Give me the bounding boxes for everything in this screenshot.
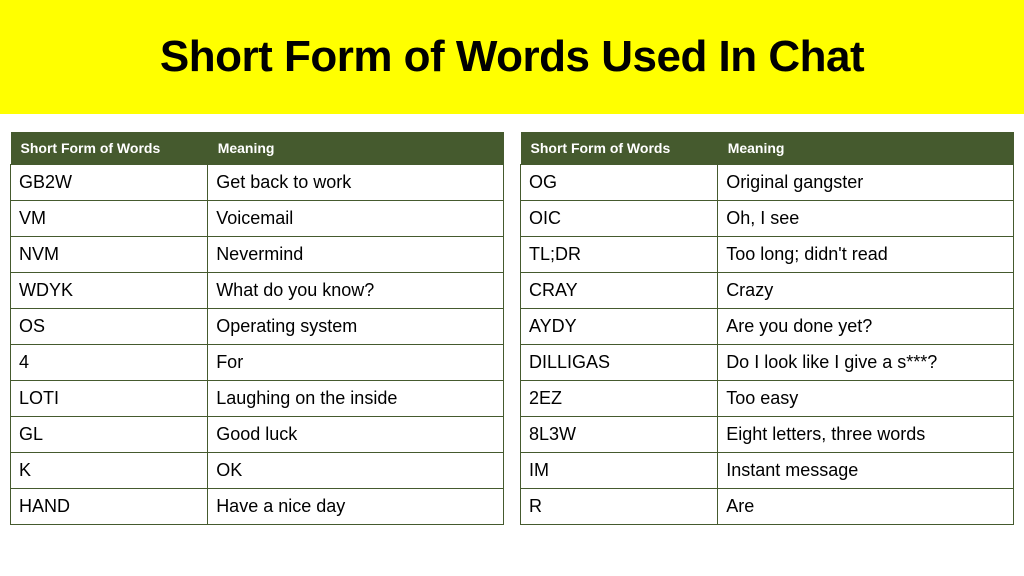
cell-shortform: K: [11, 453, 208, 489]
cell-shortform: VM: [11, 201, 208, 237]
cell-shortform: LOTI: [11, 381, 208, 417]
cell-shortform: HAND: [11, 489, 208, 525]
cell-shortform: OG: [521, 165, 718, 201]
table-row: DILLIGASDo I look like I give a s***?: [521, 345, 1014, 381]
table-row: OSOperating system: [11, 309, 504, 345]
table-row: TL;DRToo long; didn't read: [521, 237, 1014, 273]
table-row: OICOh, I see: [521, 201, 1014, 237]
cell-meaning: Laughing on the inside: [208, 381, 504, 417]
table-header-row: Short Form of Words Meaning: [521, 132, 1014, 165]
cell-meaning: Voicemail: [208, 201, 504, 237]
cell-meaning: Are you done yet?: [718, 309, 1014, 345]
cell-meaning: Too easy: [718, 381, 1014, 417]
cell-shortform: GL: [11, 417, 208, 453]
table-row: KOK: [11, 453, 504, 489]
right-table: Short Form of Words Meaning OGOriginal g…: [520, 132, 1014, 525]
cell-meaning: Instant message: [718, 453, 1014, 489]
table-row: CRAYCrazy: [521, 273, 1014, 309]
col-header-meaning: Meaning: [718, 132, 1014, 165]
cell-meaning: Too long; didn't read: [718, 237, 1014, 273]
cell-shortform: 4: [11, 345, 208, 381]
table-row: RAre: [521, 489, 1014, 525]
table-row: WDYKWhat do you know?: [11, 273, 504, 309]
tables-container: Short Form of Words Meaning GB2WGet back…: [0, 132, 1024, 525]
table-row: 4For: [11, 345, 504, 381]
col-header-meaning: Meaning: [208, 132, 504, 165]
cell-shortform: DILLIGAS: [521, 345, 718, 381]
cell-meaning: Crazy: [718, 273, 1014, 309]
cell-shortform: TL;DR: [521, 237, 718, 273]
cell-meaning: Original gangster: [718, 165, 1014, 201]
table-row: GLGood luck: [11, 417, 504, 453]
cell-shortform: CRAY: [521, 273, 718, 309]
cell-shortform: NVM: [11, 237, 208, 273]
cell-meaning: OK: [208, 453, 504, 489]
cell-meaning: What do you know?: [208, 273, 504, 309]
cell-meaning: Do I look like I give a s***?: [718, 345, 1014, 381]
cell-meaning: Get back to work: [208, 165, 504, 201]
table-row: AYDYAre you done yet?: [521, 309, 1014, 345]
cell-shortform: 8L3W: [521, 417, 718, 453]
cell-meaning: Have a nice day: [208, 489, 504, 525]
cell-meaning: Operating system: [208, 309, 504, 345]
cell-shortform: AYDY: [521, 309, 718, 345]
table-row: 2EZToo easy: [521, 381, 1014, 417]
table-row: OGOriginal gangster: [521, 165, 1014, 201]
cell-shortform: IM: [521, 453, 718, 489]
table-header-row: Short Form of Words Meaning: [11, 132, 504, 165]
cell-meaning: Good luck: [208, 417, 504, 453]
cell-shortform: OS: [11, 309, 208, 345]
title-banner: Short Form of Words Used In Chat: [0, 0, 1024, 114]
cell-shortform: OIC: [521, 201, 718, 237]
cell-meaning: Oh, I see: [718, 201, 1014, 237]
cell-meaning: Are: [718, 489, 1014, 525]
table-row: NVMNevermind: [11, 237, 504, 273]
table-row: 8L3WEight letters, three words: [521, 417, 1014, 453]
col-header-shortform: Short Form of Words: [11, 132, 208, 165]
page-title: Short Form of Words Used In Chat: [20, 32, 1004, 82]
cell-meaning: Nevermind: [208, 237, 504, 273]
table-row: VMVoicemail: [11, 201, 504, 237]
left-table: Short Form of Words Meaning GB2WGet back…: [10, 132, 504, 525]
table-row: HANDHave a nice day: [11, 489, 504, 525]
cell-meaning: Eight letters, three words: [718, 417, 1014, 453]
cell-shortform: GB2W: [11, 165, 208, 201]
cell-shortform: R: [521, 489, 718, 525]
col-header-shortform: Short Form of Words: [521, 132, 718, 165]
table-row: GB2WGet back to work: [11, 165, 504, 201]
table-row: IMInstant message: [521, 453, 1014, 489]
cell-shortform: 2EZ: [521, 381, 718, 417]
cell-shortform: WDYK: [11, 273, 208, 309]
table-row: LOTILaughing on the inside: [11, 381, 504, 417]
cell-meaning: For: [208, 345, 504, 381]
